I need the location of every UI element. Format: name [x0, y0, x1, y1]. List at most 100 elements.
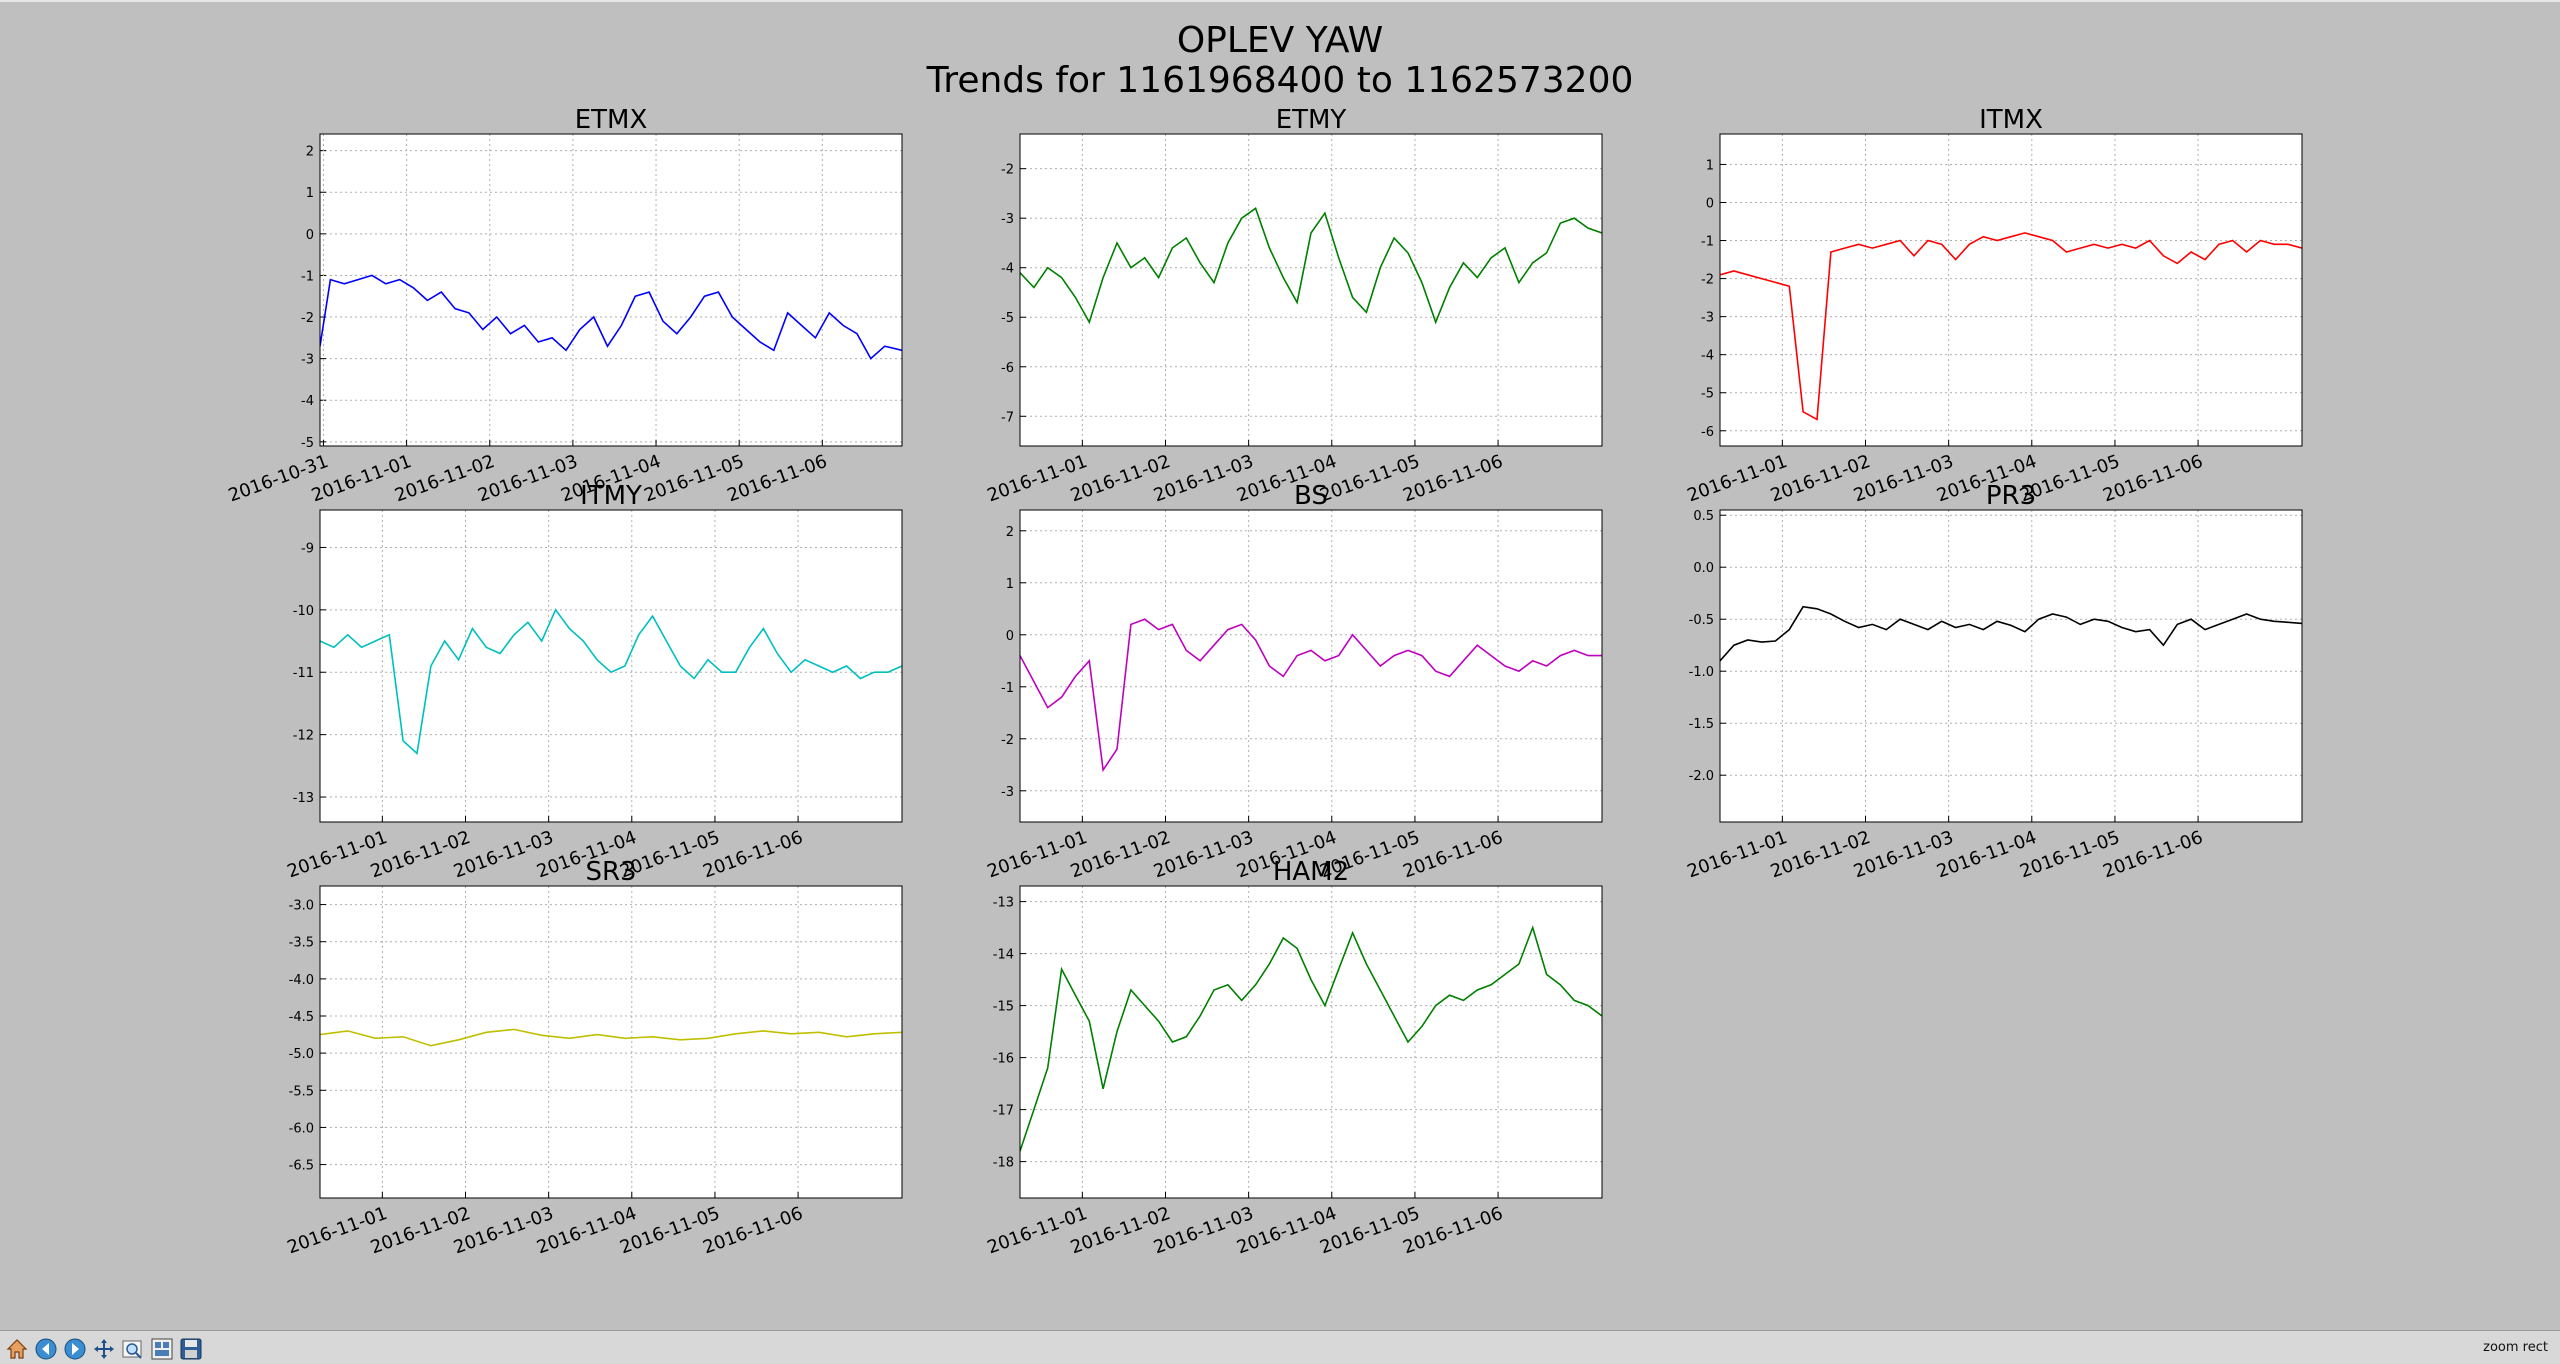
y-tick-label: -6 — [1701, 425, 1714, 440]
y-tick-label: -4 — [301, 394, 314, 409]
y-tick-label: -2 — [1001, 733, 1014, 748]
subplot-title: PR3 — [1986, 481, 2036, 511]
plot-area — [320, 510, 902, 822]
subplot-itmx: -6-5-4-3-2-1012016-11-012016-11-022016-1… — [1685, 105, 2303, 506]
axes-frame — [319, 509, 903, 823]
home-button[interactable] — [4, 1336, 30, 1362]
y-tick-label: -17 — [993, 1104, 1014, 1119]
y-tick-label: -3.0 — [289, 899, 314, 914]
subplot-etmx: -5-4-3-2-10122016-10-312016-11-012016-11… — [226, 105, 903, 506]
y-tick-label: 2 — [1006, 525, 1014, 540]
plot-area — [1020, 510, 1602, 822]
y-tick-label: -12 — [293, 729, 314, 744]
y-tick-label: 2 — [306, 145, 314, 160]
save-button[interactable] — [178, 1336, 204, 1362]
y-tick-label: 0.0 — [1693, 561, 1714, 576]
subplot-ham2: -18-17-16-15-14-132016-11-012016-11-0220… — [985, 857, 1603, 1258]
axes-frame — [319, 133, 903, 447]
y-tick-label: -2 — [1001, 163, 1014, 178]
y-tick-label: -3 — [1701, 311, 1714, 326]
y-tick-label: -3 — [1001, 785, 1014, 800]
y-tick-label: -5 — [1001, 311, 1014, 326]
y-tick-label: -15 — [993, 1000, 1014, 1015]
plot-area — [1020, 886, 1602, 1198]
y-tick-label: -16 — [993, 1052, 1014, 1067]
figure-canvas: OPLEV YAW Trends for 1161968400 to 11625… — [0, 0, 2560, 1259]
y-tick-label: -1.5 — [1689, 717, 1714, 732]
y-tick-label: 0.5 — [1693, 509, 1714, 524]
y-tick-label: -5 — [301, 436, 314, 451]
arrow-right-icon — [64, 1338, 86, 1360]
subplot-title: ETMX — [575, 105, 648, 135]
y-tick-label: -11 — [293, 666, 314, 681]
subplot-title: BS — [1294, 481, 1328, 511]
y-tick-label: -5.5 — [289, 1084, 314, 1099]
plot-area — [320, 886, 902, 1198]
series-line-sr3 — [320, 1028, 902, 1047]
series-line-itmx — [1720, 232, 2302, 421]
y-tick-label: -10 — [293, 604, 314, 619]
y-tick-label: -14 — [993, 948, 1014, 963]
pan-button[interactable] — [91, 1336, 117, 1362]
y-tick-label: -4 — [1701, 349, 1714, 364]
floppy-disk-icon — [180, 1338, 202, 1360]
y-tick-label: 1 — [306, 186, 314, 201]
plot-area — [1720, 134, 2302, 446]
y-tick-label: -13 — [293, 791, 314, 806]
y-tick-label: -1 — [1001, 681, 1014, 696]
y-tick-label: -2.0 — [1689, 769, 1714, 784]
y-tick-label: -6.5 — [289, 1159, 314, 1174]
y-tick-label: -4.5 — [289, 1010, 314, 1025]
zoom-button[interactable] — [120, 1336, 146, 1362]
y-tick-label: -5 — [1701, 387, 1714, 402]
plot-area — [320, 134, 902, 446]
plot-area — [1020, 134, 1602, 446]
plot-area — [1720, 510, 2302, 822]
axes-frame — [1019, 133, 1603, 447]
y-tick-label: -13 — [993, 896, 1014, 911]
y-tick-label: -0.5 — [1689, 613, 1714, 628]
toolbar-mode-label: zoom rect — [2483, 1340, 2548, 1355]
y-tick-label: -2 — [1701, 273, 1714, 288]
subplot-bs: -3-2-10122016-11-012016-11-022016-11-032… — [985, 481, 1603, 882]
series-line-bs — [1020, 618, 1602, 773]
magnifier-icon — [122, 1340, 142, 1359]
subplot-title: ETMY — [1276, 105, 1347, 135]
y-tick-label: -4 — [1001, 262, 1014, 277]
series-line-pr3 — [1720, 605, 2302, 662]
y-tick-label: -6.0 — [289, 1121, 314, 1136]
y-tick-label: -3 — [1001, 212, 1014, 227]
y-tick-label: 0 — [1706, 196, 1714, 211]
subplots-grid: -5-4-3-2-10122016-10-312016-11-012016-11… — [226, 105, 2303, 1258]
axes-frame — [1719, 133, 2303, 447]
back-button[interactable] — [33, 1336, 59, 1362]
axes-frame — [319, 885, 903, 1199]
series-line-etmx — [320, 274, 902, 360]
y-tick-label: -1.0 — [1689, 665, 1714, 680]
y-tick-label: 1 — [1706, 158, 1714, 173]
figure-title: OPLEV YAW — [1177, 20, 1383, 61]
y-tick-label: -6 — [1001, 361, 1014, 376]
y-tick-label: -1 — [1701, 235, 1714, 250]
series-line-ham2 — [1020, 925, 1602, 1152]
subplot-etmy: -7-6-5-4-3-22016-11-012016-11-022016-11-… — [985, 105, 1603, 506]
subplot-sr3: -6.5-6.0-5.5-5.0-4.5-4.0-3.5-3.02016-11-… — [285, 857, 903, 1258]
configure-subplots-button[interactable] — [149, 1336, 175, 1362]
y-tick-label: -3 — [301, 353, 314, 368]
arrow-left-icon — [35, 1338, 57, 1360]
subplot-title: ITMY — [580, 481, 642, 511]
y-tick-label: -7 — [1001, 410, 1014, 425]
y-tick-label: -2 — [301, 311, 314, 326]
forward-button[interactable] — [62, 1336, 88, 1362]
home-icon — [6, 1339, 28, 1359]
series-line-etmy — [1020, 207, 1602, 325]
y-tick-label: 0 — [1006, 629, 1014, 644]
series-line-itmy — [320, 608, 902, 755]
axes-frame — [1019, 509, 1603, 823]
y-tick-label: -9 — [301, 541, 314, 556]
subplot-title: HAM2 — [1273, 857, 1349, 887]
figure-subtitle: Trends for 1161968400 to 1162573200 — [926, 60, 1634, 101]
y-tick-label: -1 — [301, 269, 314, 284]
y-tick-label: -4.0 — [289, 973, 314, 988]
